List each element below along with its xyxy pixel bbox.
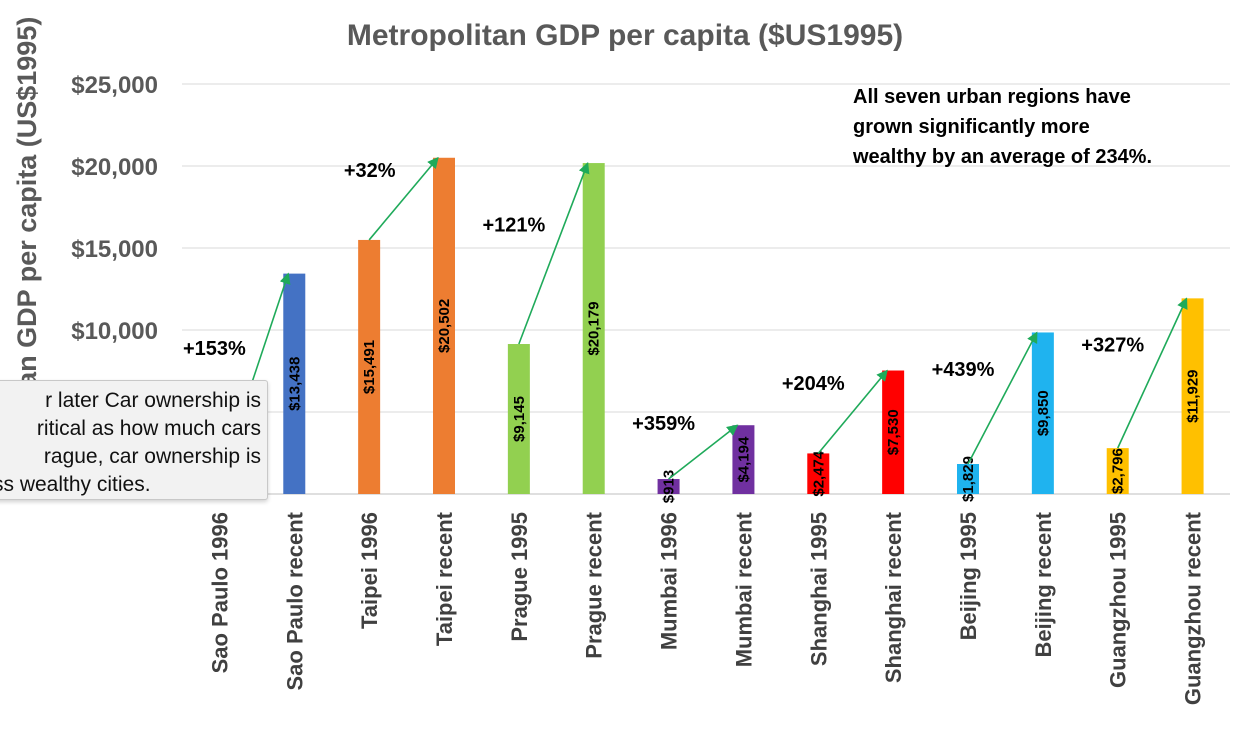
bar <box>1106 448 1129 494</box>
x-tick-label: Shanghai 1995 <box>806 512 831 666</box>
growth-label: +204% <box>782 373 845 395</box>
data-label: $13,438 <box>286 357 303 411</box>
bar <box>1031 332 1054 494</box>
data-label: $9,850 <box>1035 390 1052 436</box>
tooltip-line-4: ss wealthy cities. <box>0 473 151 496</box>
x-tick-label: Shanghai recent <box>881 511 906 683</box>
bar <box>507 344 530 494</box>
growth-label: +359% <box>632 413 695 435</box>
bar <box>882 370 905 494</box>
growth-label: +439% <box>932 359 995 381</box>
x-tick-label: Guangzhou 1995 <box>1106 512 1131 688</box>
growth-arrow <box>967 331 1038 465</box>
y-tick-label: $20,000 <box>71 154 158 181</box>
bar <box>283 273 306 494</box>
growth-label: +121% <box>482 215 545 237</box>
growth-arrow <box>368 156 439 241</box>
data-label: $20,502 <box>436 299 453 353</box>
x-tick-label: Beijing recent <box>1031 511 1056 657</box>
tooltip-line-1: r later Car ownership is <box>45 389 261 412</box>
x-tick-label: Mumbai 1996 <box>657 512 682 650</box>
x-tick-label: Sao Paulo 1996 <box>207 512 232 673</box>
x-tick-label: Sao Paulo recent <box>282 511 307 690</box>
growth-arrow <box>668 424 739 480</box>
bar <box>582 163 605 495</box>
bar <box>1181 298 1204 494</box>
data-label: $4,194 <box>735 436 752 483</box>
x-tick-label: Prague 1995 <box>507 512 532 642</box>
bar <box>807 453 830 494</box>
data-label: $7,530 <box>885 409 902 455</box>
data-label: $913 <box>661 470 678 503</box>
chart-title: Metropolitan GDP per capita ($US1995) <box>347 19 903 52</box>
y-tick-label: $15,000 <box>71 236 158 263</box>
data-label: $15,491 <box>361 340 378 394</box>
y-axis-label: itan GDP per capita (US$1995) <box>12 17 42 404</box>
data-label: $1,829 <box>960 456 977 502</box>
growth-label: +32% <box>344 160 396 182</box>
gridlines <box>182 83 1230 495</box>
growth-label: +153% <box>183 338 246 360</box>
tooltip-line-3: rague, car ownership is <box>43 445 261 468</box>
growth-label: +327% <box>1081 334 1144 356</box>
note-line: wealthy by an average of 234%. <box>852 146 1152 168</box>
x-tick-label: Guangzhou recent <box>1181 511 1206 705</box>
bar <box>433 157 455 494</box>
data-label: $20,179 <box>586 301 603 355</box>
data-label: $9,145 <box>511 396 528 442</box>
x-tick-label: Taipei recent <box>432 511 457 646</box>
data-label: $2,474 <box>810 450 827 497</box>
y-axis-ticks: $10,000 $15,000 $20,000 $25,000 <box>71 72 158 345</box>
bar <box>957 464 979 494</box>
tooltip-line-2: ritical as how much cars <box>36 417 261 440</box>
note-line: grown significantly more <box>853 116 1090 138</box>
y-tick-label: $10,000 <box>71 318 158 345</box>
y-tick-label: $25,000 <box>71 72 158 99</box>
annotation-note: All seven urban regions have grown signif… <box>852 86 1152 168</box>
x-axis-ticks: Sao Paulo 1996 Sao Paulo recent Taipei 199… <box>207 511 1205 705</box>
data-label: $2,796 <box>1110 448 1127 494</box>
growth-arrow <box>817 369 888 454</box>
growth-arrow <box>1116 297 1188 449</box>
tooltip: r later Car ownership is ritical as how … <box>0 380 268 500</box>
bar <box>358 239 381 494</box>
x-tick-label: Beijing 1995 <box>956 512 981 640</box>
data-label: $11,929 <box>1185 369 1202 422</box>
note-line: All seven urban regions have <box>853 86 1131 108</box>
x-tick-label: Prague recent <box>582 511 607 658</box>
data-labels: $13,438 $15,491 $20,502 $9,145 $20,179 $913 $4… <box>286 299 1201 503</box>
growth-arrows: +153% +32% +121% +359% +204% +439% +327% <box>183 156 1188 481</box>
bar <box>732 425 755 494</box>
x-tick-label: Mumbai recent <box>731 511 756 667</box>
bar <box>657 479 680 494</box>
bars <box>283 157 1204 495</box>
growth-arrow <box>518 162 590 345</box>
x-tick-label: Taipei 1996 <box>357 512 382 629</box>
